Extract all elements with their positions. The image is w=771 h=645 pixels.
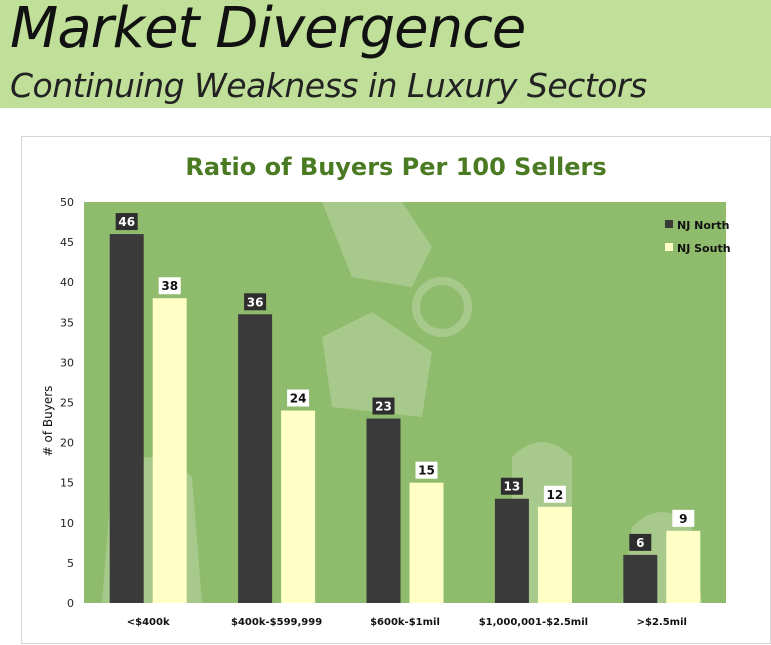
data-label: 24 [290,392,307,406]
data-label-box [158,277,181,295]
y-tick-label: 20 [60,437,74,450]
data-label-box [244,293,267,311]
legend-swatch [665,220,673,228]
data-label-box [287,389,310,407]
y-axis-label: # of Buyers [41,386,55,457]
data-label-box [415,461,438,479]
legend-entry: NJ South [677,242,731,255]
slide-title: Market Divergence [10,0,526,61]
chart-title: Ratio of Buyers Per 100 Sellers [185,153,606,181]
legend-entry: NJ North [677,219,729,232]
bar-nj-north [238,314,273,603]
bar-nj-south [666,530,701,603]
bar-nj-north [494,498,529,603]
y-tick-label: 50 [60,196,74,209]
y-tick-label: 35 [60,316,74,329]
data-label: 36 [247,295,264,309]
y-tick-label: 10 [60,517,74,530]
data-label: 6 [636,536,644,550]
plot-area [84,202,726,603]
bar-nj-north [109,234,144,603]
data-label-box [672,509,695,527]
y-axis: 0 5 10 15 20 25 30 35 40 45 50 [60,196,74,610]
y-tick-label: 40 [60,276,74,289]
data-label-box [629,533,652,551]
y-tick-label: 0 [67,597,74,610]
title-banner: Market Divergence Continuing Weakness in… [0,0,771,108]
data-label: 15 [418,464,435,478]
bar-nj-south [537,506,572,603]
data-label-box [115,213,138,231]
y-tick-label: 5 [67,557,74,570]
y-tick-label: 15 [60,477,74,490]
bar-chart: Ratio of Buyers Per 100 Sellers 0 5 10 15 20… [41,153,731,628]
y-tick-label: 45 [60,236,74,249]
data-label: 12 [547,488,564,502]
chart-frame: Ratio of Buyers Per 100 Sellers 0 5 10 15 20… [21,136,771,644]
legend: NJ North NJ South [665,219,731,255]
bar-nj-south [409,482,444,603]
data-label-box [372,397,395,415]
slide-subtitle: Continuing Weakness in Luxury Sectors [10,66,647,105]
y-tick-label: 25 [60,397,74,410]
x-tick-label: $400k-$599,999 [231,617,322,628]
bar-nj-south [281,410,316,603]
data-label: 23 [375,400,392,414]
data-label: 9 [679,512,687,526]
x-tick-label: $600k-$1mil [370,617,440,628]
data-label: 46 [118,215,135,229]
x-tick-label: >$2.5mil [637,617,687,628]
y-tick-label: 30 [60,356,74,369]
bars: 46 38 36 24 23 15 13 12 6 9 [109,213,701,603]
x-axis: <$400k $400k-$599,999 $600k-$1mil $1,000,00… [127,617,687,628]
x-tick-label: <$400k [127,617,170,628]
bar-nj-north [623,554,658,603]
legend-swatch [665,243,673,251]
bar-nj-south [152,298,187,603]
data-label-box [500,477,523,495]
data-label: 38 [161,279,178,293]
x-tick-label: $1,000,001-$2.5mil [479,617,588,628]
data-label-box [543,485,566,503]
data-label: 13 [504,480,521,494]
bar-nj-north [366,418,401,603]
